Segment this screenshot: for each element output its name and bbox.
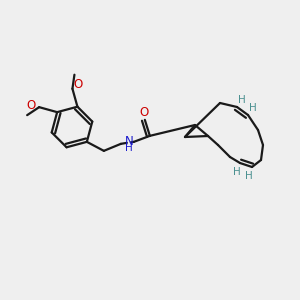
Text: O: O: [139, 106, 148, 119]
Text: N: N: [124, 135, 133, 148]
Text: H: H: [233, 167, 241, 176]
Text: H: H: [245, 170, 253, 181]
Text: O: O: [26, 99, 36, 112]
Text: H: H: [249, 103, 257, 113]
Text: H: H: [238, 95, 246, 105]
Text: H: H: [125, 143, 133, 153]
Text: O: O: [74, 78, 83, 91]
